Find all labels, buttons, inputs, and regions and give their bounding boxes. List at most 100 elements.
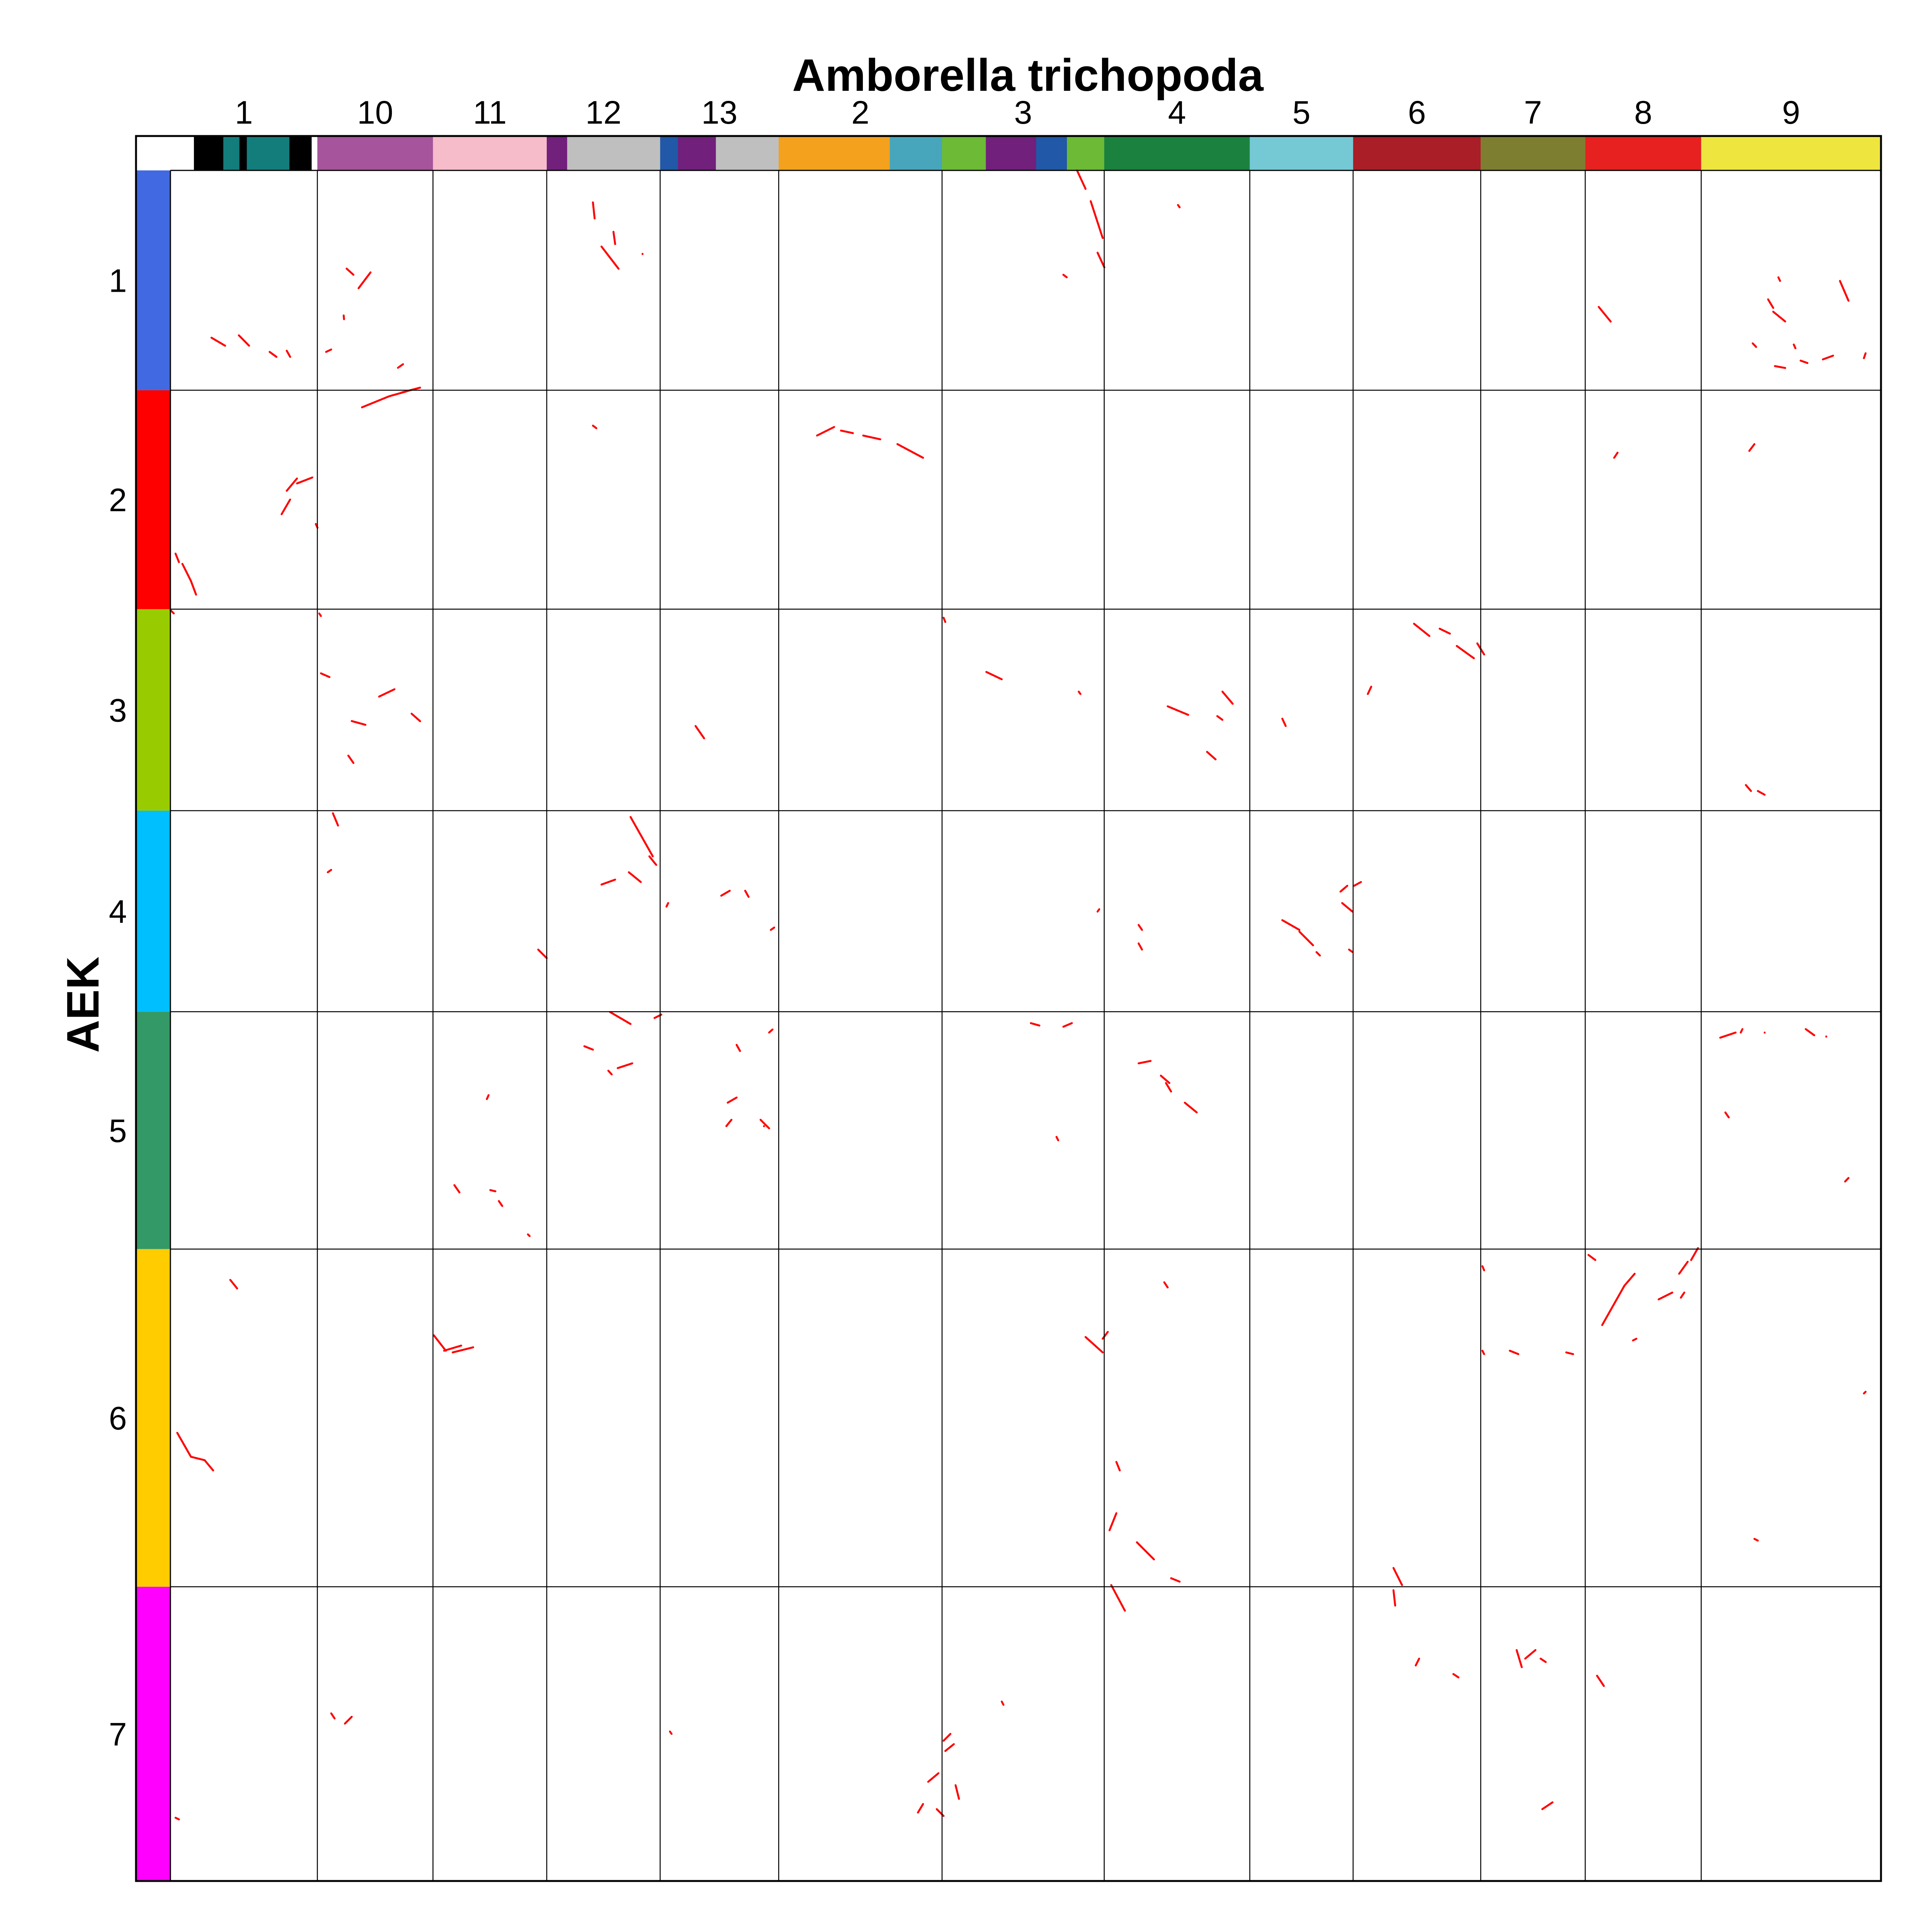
x-chrom-band-1-1 [194, 136, 224, 170]
synteny-segment [318, 612, 322, 617]
synteny-segment [1456, 645, 1475, 660]
x-chrom-band-2-0 [779, 136, 890, 170]
synteny-segment [1298, 930, 1314, 946]
synteny-segment [350, 720, 367, 726]
synteny-segment [1724, 1111, 1730, 1119]
synteny-segment [583, 1045, 594, 1051]
synteny-segment [1090, 200, 1104, 239]
synteny-segment [1221, 690, 1234, 705]
y-tick-label-7: 7 [109, 1716, 127, 1752]
synteny-segment [1392, 1567, 1403, 1586]
synteny-segment [896, 443, 924, 459]
x-tick-labels: 1 10 11 12 13 2 3 4 5 6 7 8 9 [235, 94, 1800, 131]
synteny-segment [1752, 342, 1757, 348]
synteny-segment [1844, 1177, 1850, 1183]
x-tick-label-3: 3 [1014, 94, 1032, 131]
synteny-segment [1452, 1673, 1460, 1679]
synteny-segment [1863, 352, 1867, 359]
synteny-segment [1596, 1675, 1605, 1687]
synteny-segment [617, 1062, 633, 1069]
x-tick-label-13: 13 [701, 94, 737, 131]
synteny-segment [1753, 1538, 1759, 1542]
synteny-segment [1481, 1350, 1485, 1355]
synteny-segment [1138, 924, 1143, 931]
x-tick-label-2: 2 [851, 94, 869, 131]
synteny-segment [694, 725, 705, 740]
synteny-segment [1339, 884, 1349, 893]
x-chrom-band-9 [1701, 136, 1881, 170]
synteny-segments [169, 169, 1867, 1821]
synteny-segment [1613, 451, 1619, 459]
x-tick-label-7: 7 [1524, 94, 1542, 131]
x-chromosome-bands [136, 136, 1881, 170]
synteny-segment [669, 1730, 673, 1735]
synteny-segment [527, 1233, 531, 1237]
synteny-segment [1167, 705, 1189, 716]
synteny-segment [1136, 1541, 1155, 1561]
synteny-segment [954, 1784, 960, 1800]
synteny-segment [600, 245, 620, 270]
synteny-segment [1774, 365, 1786, 369]
synteny-segment [1413, 622, 1430, 637]
x-chrom-band-12-0 [546, 136, 568, 170]
synteny-segment [347, 754, 355, 764]
synteny-segment [1177, 204, 1181, 209]
y-tick-label-3: 3 [109, 692, 127, 728]
y-tick-label-5: 5 [109, 1112, 127, 1149]
synteny-segment [1206, 751, 1217, 760]
x-chrom-band-13-2 [716, 136, 779, 170]
synteny-segment [1439, 628, 1451, 635]
synteny-segment [1108, 1512, 1117, 1531]
synteny-segment [1777, 276, 1781, 282]
synteny-segment [378, 688, 396, 698]
synteny-segment [1804, 1028, 1815, 1036]
synteny-segment [1623, 1272, 1636, 1287]
synteny-segment [296, 476, 313, 485]
y-chrom-band-2 [136, 390, 170, 609]
synteny-segment [1839, 280, 1850, 302]
synteny-segment [269, 351, 277, 358]
y-tick-label-1: 1 [109, 262, 127, 299]
y-tick-label-4: 4 [109, 893, 127, 930]
synteny-segment [592, 425, 597, 429]
synteny-segment [1587, 1254, 1597, 1261]
x-tick-label-12: 12 [585, 94, 621, 131]
x-tick-label-1: 1 [235, 94, 253, 131]
synteny-segment [725, 1119, 733, 1127]
synteny-segment [1062, 274, 1068, 279]
synteny-segment [281, 498, 291, 515]
y-chrom-band-4 [136, 811, 170, 1012]
synteny-segment [607, 1070, 613, 1076]
x-tick-label-10: 10 [357, 94, 393, 131]
synteny-segment [1481, 1265, 1485, 1272]
synteny-segment [770, 926, 776, 931]
grid-lines [135, 135, 1882, 1882]
x-chrom-band-5 [1250, 136, 1353, 170]
y-tick-labels: 1 2 3 4 5 6 7 [109, 262, 127, 1752]
x-chrom-band-3-3 [1067, 136, 1105, 170]
synteny-segment [592, 201, 596, 219]
synteny-segment [443, 1344, 463, 1352]
x-chrom-band-1-3 [239, 136, 247, 170]
synteny-segment [1076, 169, 1087, 190]
synteny-segment [1740, 1028, 1743, 1034]
synteny-segment [190, 1456, 206, 1461]
synteny-segment [1341, 902, 1354, 913]
x-chrom-band-7 [1481, 136, 1585, 170]
synteny-segment [1541, 1801, 1554, 1810]
x-tick-label-11: 11 [473, 94, 507, 131]
x-chrom-band-13-1 [678, 136, 716, 170]
synteny-segment [1392, 1589, 1396, 1607]
synteny-segment [1115, 1461, 1121, 1472]
synteny-segment [1524, 1649, 1537, 1660]
synteny-segment [451, 1346, 474, 1354]
synteny-segment [344, 1716, 353, 1725]
synteny-segment [1096, 252, 1105, 269]
synteny-segment [1030, 1022, 1041, 1027]
synteny-segment [286, 350, 291, 358]
synteny-segment [1170, 1577, 1181, 1583]
synteny-segment [985, 671, 1003, 680]
synteny-segment [648, 855, 657, 866]
synteny-segment [433, 1334, 447, 1352]
synteny-segment [238, 334, 250, 347]
